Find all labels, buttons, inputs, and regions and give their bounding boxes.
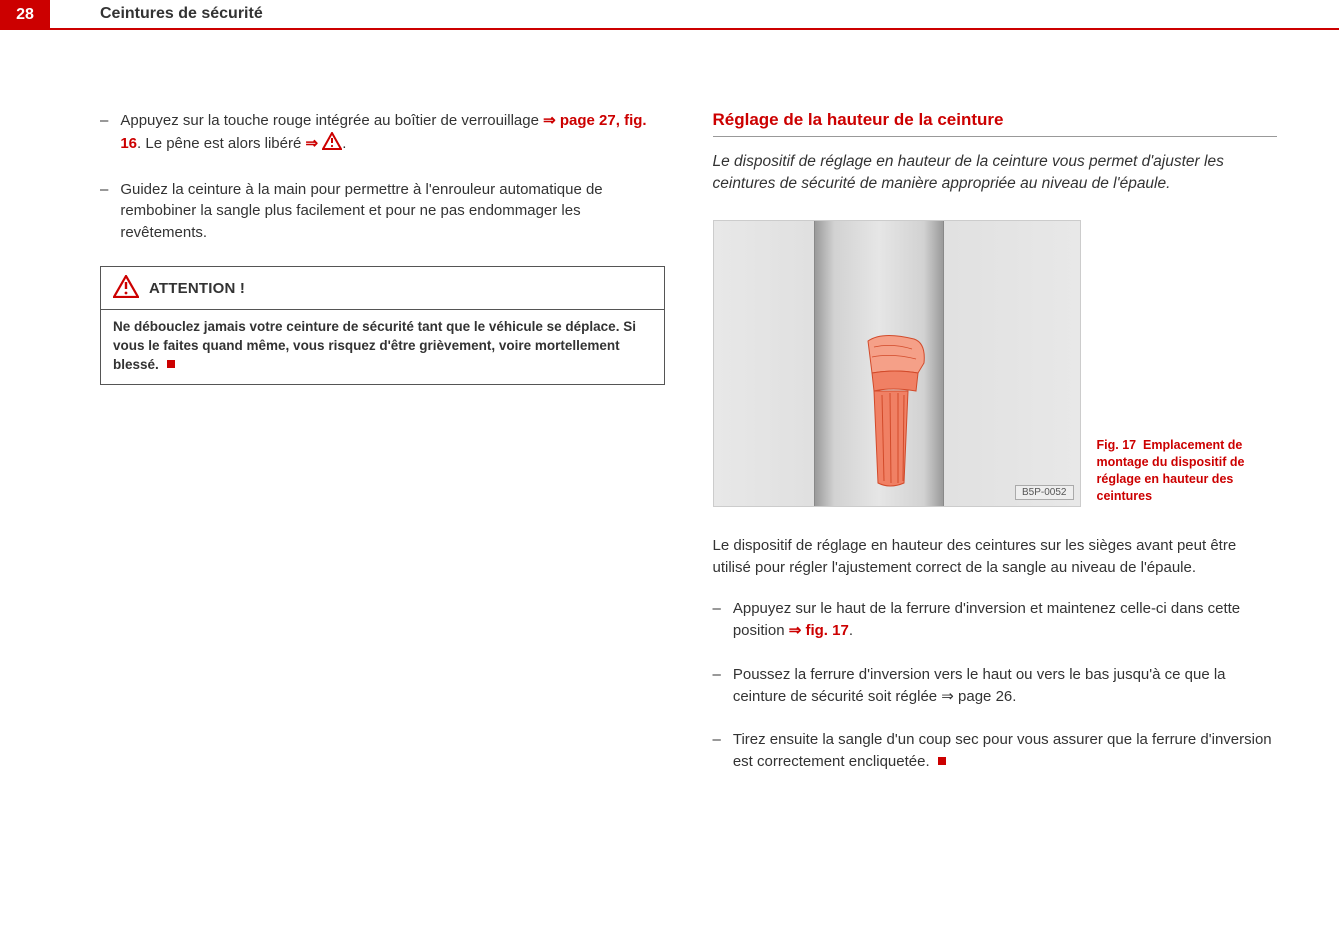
warning-body: Ne débouclez jamais votre ceinture de sé… [101, 310, 664, 385]
warning-header: ATTENTION ! [101, 267, 664, 310]
warning-triangle-icon [322, 132, 342, 157]
page-body: – Appuyez sur la touche rouge intégrée a… [0, 30, 1339, 945]
text-fragment: . [849, 622, 853, 639]
list-item: – Tirez ensuite la sangle d'un coup sec … [713, 729, 1278, 773]
right-column: Réglage de la hauteur de la ceinture Le … [713, 110, 1278, 905]
left-column: – Appuyez sur la touche rouge intégrée a… [100, 110, 665, 905]
intro-paragraph: Le dispositif de réglage en hauteur de l… [713, 151, 1278, 196]
bullet-dash: – [100, 110, 108, 157]
header-bar: 28 Ceintures de sécurité [0, 0, 1339, 30]
section-title-wrap: Ceintures de sécurité [50, 0, 1339, 30]
page-number: 28 [0, 6, 50, 24]
belt-adjuster-shape [864, 333, 930, 413]
figure-id-label: B5P-0052 [1015, 485, 1073, 500]
ref-arrow: ⇒ [789, 622, 806, 639]
warning-body-text: Ne débouclez jamais votre ceinture de sé… [113, 319, 636, 372]
warning-triangle-icon [113, 275, 139, 303]
section-title: Ceintures de sécurité [100, 5, 263, 23]
bullet-text: Tirez ensuite la sangle d'un coup sec po… [733, 729, 1277, 773]
end-square-icon [938, 757, 946, 765]
list-item: – Appuyez sur la touche rouge intégrée a… [100, 110, 665, 157]
text-fragment: Tirez ensuite la sangle d'un coup sec po… [733, 731, 1272, 770]
warning-title: ATTENTION ! [149, 280, 245, 297]
body-paragraph: Le dispositif de réglage en hauteur des … [713, 535, 1278, 579]
text-fragment: Appuyez sur la touche rouge intégrée au … [120, 112, 543, 129]
figure-ref-link[interactable]: fig. 17 [805, 622, 848, 639]
end-square-icon [167, 360, 175, 368]
ref-arrow: ⇒ [305, 135, 322, 152]
bullet-dash: – [713, 598, 721, 642]
text-fragment: . [342, 135, 346, 152]
figure-caption: Fig. 17 Emplacement de montage du dispos… [1097, 437, 1272, 507]
bullet-text: Guidez la ceinture à la main pour permet… [120, 179, 664, 244]
figure-row: B5P-0052 Fig. 17 Emplacement de montage … [713, 220, 1278, 507]
bullet-dash: – [100, 179, 108, 244]
subsection-heading: Réglage de la hauteur de la ceinture [713, 110, 1278, 137]
list-item: – Appuyez sur le haut de la ferrure d'in… [713, 598, 1278, 642]
text-fragment: . Le pêne est alors libéré [137, 135, 305, 152]
bullet-dash: – [713, 664, 721, 708]
bullet-dash: – [713, 729, 721, 773]
list-item: – Poussez la ferrure d'inversion vers le… [713, 664, 1278, 708]
figure-image: B5P-0052 [713, 220, 1081, 507]
ref-arrow: ⇒ [543, 112, 560, 129]
bullet-text: Poussez la ferrure d'inversion vers le h… [733, 664, 1277, 708]
bullet-text: Appuyez sur la touche rouge intégrée au … [120, 110, 664, 157]
list-item: – Guidez la ceinture à la main pour perm… [100, 179, 665, 244]
figure-caption-prefix: Fig. 17 [1097, 438, 1137, 452]
bullet-text: Appuyez sur le haut de la ferrure d'inve… [733, 598, 1277, 642]
warning-box: ATTENTION ! Ne débouclez jamais votre ce… [100, 266, 665, 386]
